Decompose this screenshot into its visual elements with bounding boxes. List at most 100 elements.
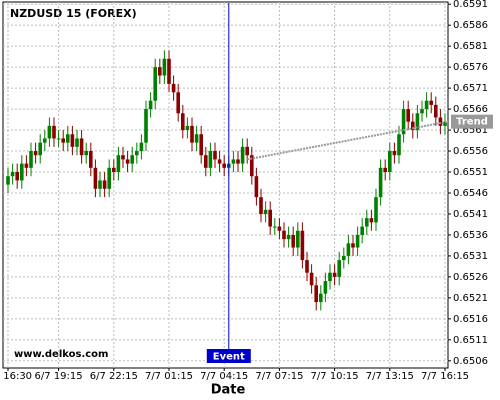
candle-body: [411, 121, 415, 131]
candle-body: [66, 134, 70, 143]
candle-body: [84, 151, 88, 156]
candle-body: [144, 109, 148, 143]
y-tick-label: 0.6546: [453, 188, 488, 199]
x-tick-label: 7/7 10:15: [311, 371, 359, 382]
candle-body: [332, 272, 337, 277]
candle-body: [314, 285, 318, 303]
candle-body: [231, 159, 236, 164]
candle-body: [171, 83, 176, 93]
candle-body: [355, 234, 360, 248]
x-tick-label: 7/7 13:15: [366, 371, 414, 382]
candle-body: [240, 146, 245, 164]
y-tick-label: 0.6541: [453, 209, 488, 220]
candle-body: [15, 172, 19, 181]
candle-body: [291, 234, 295, 248]
candle-body: [52, 125, 56, 139]
candle-body: [420, 109, 424, 114]
candle-body: [401, 109, 406, 135]
candle-body: [56, 138, 61, 140]
x-tick-label: 6/7 22:15: [90, 371, 138, 382]
candle-body: [162, 58, 167, 76]
y-tick-label: 0.6571: [453, 83, 488, 94]
candle-body: [89, 151, 93, 168]
candle-body: [176, 92, 180, 114]
candle-body: [194, 134, 199, 143]
candle-body: [217, 159, 222, 164]
candle-body: [415, 113, 420, 131]
y-tick-label: 0.6516: [453, 314, 488, 325]
x-tick-label: 6/7 16:30: [0, 371, 32, 382]
candle-body: [254, 176, 259, 198]
y-tick-label: 0.6556: [453, 146, 488, 157]
y-tick-label: 0.6521: [453, 293, 488, 304]
y-tick-label: 0.6551: [453, 167, 488, 178]
trend-box: [451, 114, 493, 129]
candle-body: [438, 117, 443, 126]
candle-body: [259, 197, 263, 214]
candle-body: [286, 234, 291, 240]
candle-body: [268, 209, 272, 227]
candle-body: [20, 163, 24, 181]
candle-body: [429, 100, 433, 105]
candle-body: [406, 109, 410, 122]
y-tick-label: 0.6591: [453, 0, 488, 10]
candle-body: [388, 151, 392, 173]
candle-body: [213, 151, 217, 160]
candle-body: [29, 151, 33, 168]
candle-body: [309, 272, 314, 286]
y-tick-label: 0.6536: [453, 230, 488, 241]
candle-body: [392, 151, 397, 156]
candle-body: [107, 167, 111, 189]
candle-body: [397, 134, 401, 156]
candle-body: [47, 125, 52, 139]
candle-body: [369, 218, 374, 223]
candle-body: [222, 163, 226, 168]
candle-body: [328, 272, 332, 282]
candle-body: [277, 226, 282, 231]
candle-body: [208, 151, 213, 168]
candle-body: [424, 100, 429, 110]
y-tick-label: 0.6561: [453, 125, 488, 136]
candle-body: [185, 125, 190, 131]
y-tick-label: 0.6576: [453, 62, 488, 73]
candle-body: [98, 180, 102, 189]
watermark: www.delkos.com: [14, 349, 108, 360]
candle-body: [139, 142, 144, 152]
y-tick-label: 0.6511: [453, 335, 488, 346]
candle-body: [112, 167, 116, 173]
candle-body: [43, 138, 47, 143]
candle-body: [61, 138, 65, 143]
y-tick-label: 0.6526: [453, 272, 488, 283]
candle-body: [93, 167, 98, 189]
candle-body: [374, 197, 378, 223]
candle-body: [10, 172, 15, 177]
candle-body: [282, 230, 286, 240]
candle-body: [300, 230, 305, 261]
candle-body: [102, 180, 107, 189]
candle-body: [342, 255, 346, 261]
candle-body: [378, 167, 383, 198]
candle-body: [24, 163, 29, 168]
plot-frame: [2, 1, 449, 369]
chart-title: NZDUSD 15 (FOREX): [10, 7, 137, 20]
candle-body: [360, 226, 364, 235]
candle-body: [443, 121, 447, 126]
candle-body: [70, 134, 75, 147]
trend-label: Trend: [456, 117, 488, 128]
candle-body: [204, 155, 208, 168]
candle-body: [383, 167, 387, 173]
candle-body: [158, 67, 162, 76]
candle-body: [38, 142, 42, 156]
candle-body: [346, 243, 351, 256]
candle-body: [250, 155, 254, 177]
candle-body: [273, 226, 277, 228]
candle-body: [190, 125, 194, 143]
candle-body: [125, 159, 130, 164]
x-axis-label: Date: [211, 383, 246, 398]
candle-body: [116, 155, 121, 173]
x-tick-label: 7/7 07:15: [255, 371, 303, 382]
candle-body: [33, 151, 38, 156]
candle-body: [148, 100, 153, 110]
x-tick-label: 6/7 19:15: [35, 371, 83, 382]
